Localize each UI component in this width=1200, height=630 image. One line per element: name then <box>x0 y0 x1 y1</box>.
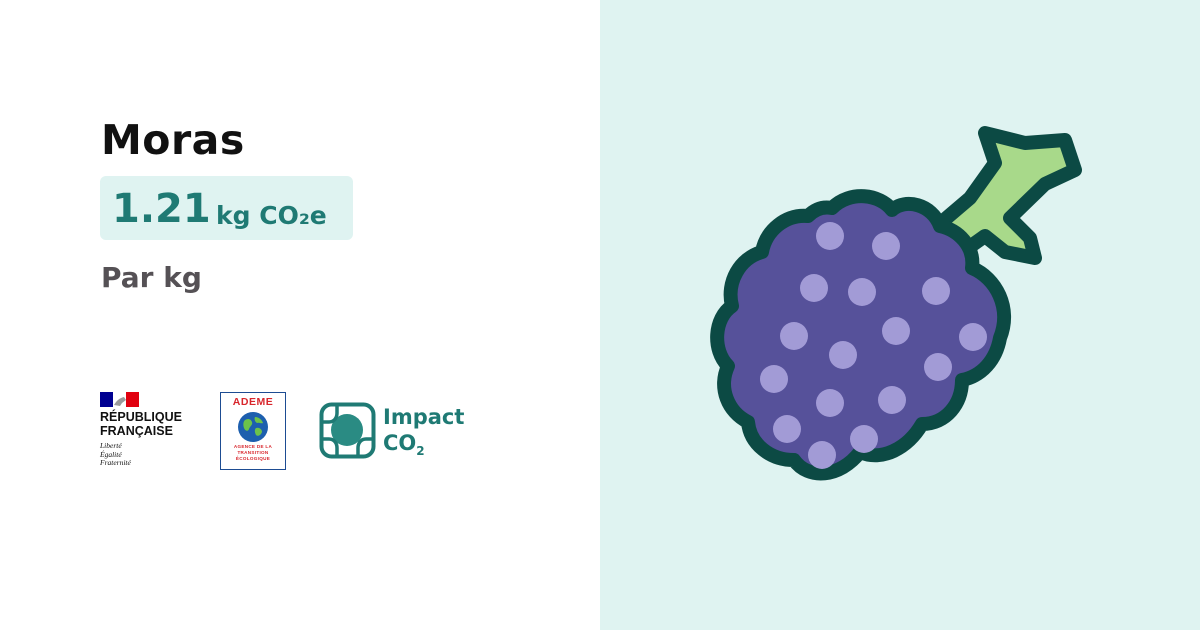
blackberry-icon <box>710 126 1082 481</box>
ademe-tagline: AGENCE DE LA TRANSITION ÉCOLOGIQUE <box>233 444 273 461</box>
emission-value: 1.21 <box>112 186 211 232</box>
republique-francaise-name: RÉPUBLIQUE FRANÇAISE <box>100 410 182 438</box>
impact-co2-title: Impact <box>383 405 465 429</box>
info-panel: Moras 1.21 kg CO₂e Par kg RÉPUBLIQUE FRA… <box>100 116 469 474</box>
drupelet-dots <box>760 222 987 469</box>
per-unit-label: Par kg <box>101 261 202 294</box>
republique-francaise-logo: RÉPUBLIQUE FRANÇAISE Liberté Égalité Fra… <box>100 392 200 474</box>
globe-icon <box>238 412 268 442</box>
emission-value-badge: 1.21 kg CO₂e <box>100 176 353 240</box>
marianne-flag-icon <box>100 392 139 407</box>
item-title: Moras <box>101 116 245 164</box>
emission-unit: kg CO₂e <box>216 201 327 230</box>
impact-co2-mark-icon <box>319 402 376 459</box>
republique-motto: Liberté Égalité Fraternité <box>100 441 131 467</box>
impact-co2-logo: Impact CO2 <box>319 402 469 460</box>
ademe-logo: ADEME AGENCE DE LA TRANSITION ÉCOLOGIQUE <box>220 392 286 470</box>
impact-co2-subtitle: CO2 <box>383 431 425 459</box>
ademe-name: ADEME <box>232 396 274 408</box>
